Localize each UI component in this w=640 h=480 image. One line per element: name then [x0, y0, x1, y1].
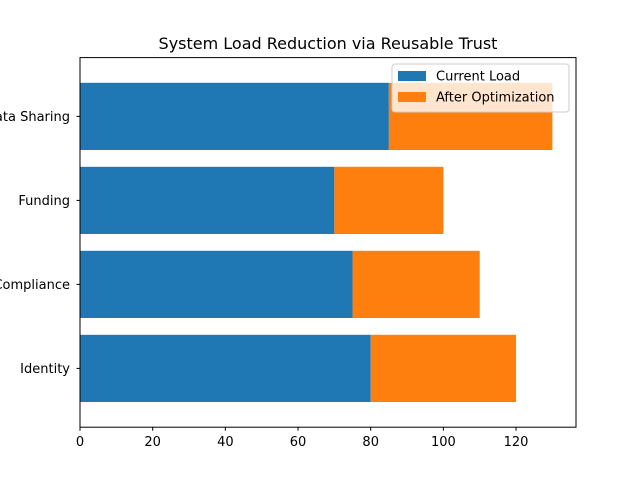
legend-swatch-current-load	[398, 71, 426, 81]
legend-label-current-load: Current Load	[436, 70, 520, 85]
bar-current-load-compliance	[80, 250, 353, 318]
chart-title: System Load Reduction via Reusable Trust	[159, 34, 498, 53]
x-tick-label-40: 40	[217, 435, 234, 450]
legend-label-after-optimization: After Optimization	[436, 91, 555, 106]
bar-after-optimization-funding	[334, 166, 444, 234]
x-tick-label-0: 0	[76, 435, 84, 450]
bar-current-load-data-sharing	[80, 82, 389, 150]
y-tick-label-compliance: Compliance	[0, 278, 70, 293]
bar-after-optimization-identity	[370, 334, 517, 402]
bar-current-load-identity	[80, 334, 371, 402]
x-tick-label-100: 100	[431, 435, 456, 450]
y-axis-ticks: Identity Compliance Funding Data Sharing	[0, 110, 80, 377]
legend-box	[391, 63, 570, 113]
bars-layer	[80, 82, 553, 402]
y-tick-label-funding: Funding	[18, 194, 70, 209]
plot-frame	[79, 57, 577, 428]
x-axis-ticks: 0 20 40 60 80 100 120	[76, 427, 529, 450]
legend: Current Load After Optimization	[391, 63, 570, 113]
x-tick-label-60: 60	[290, 435, 307, 450]
x-tick-label-20: 20	[144, 435, 161, 450]
bar-after-optimization-compliance	[352, 250, 480, 318]
x-tick-label-80: 80	[362, 435, 379, 450]
x-tick-label-120: 120	[504, 435, 529, 450]
bar-current-load-funding	[80, 166, 335, 234]
y-tick-label-data-sharing: Data Sharing	[0, 110, 70, 125]
legend-swatch-after-optimization	[398, 92, 426, 102]
y-tick-label-identity: Identity	[20, 362, 70, 377]
